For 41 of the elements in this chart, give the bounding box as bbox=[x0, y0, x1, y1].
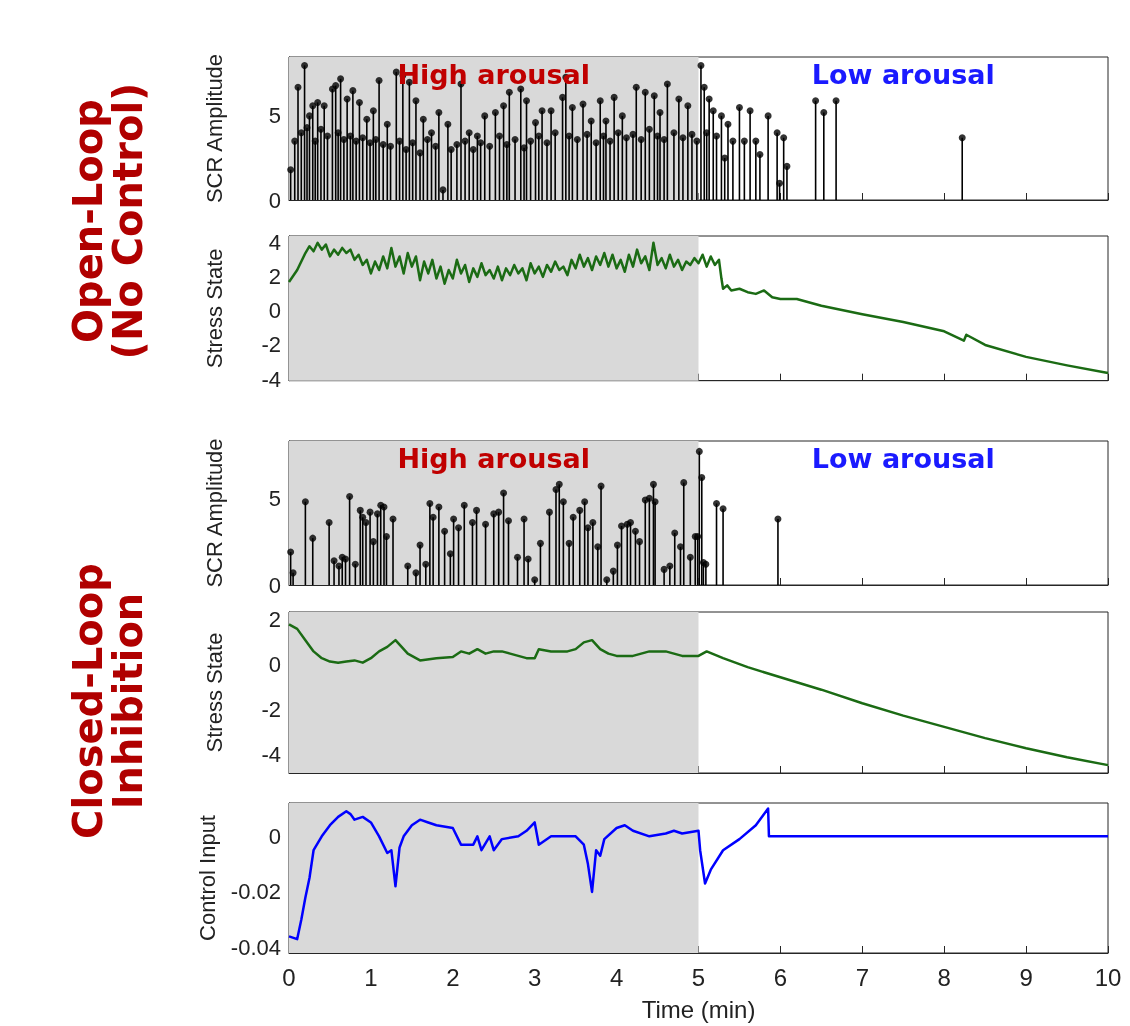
text: Open-Loop (No Control) bbox=[65, 81, 152, 361]
y-tick-label: 5 bbox=[268, 485, 281, 511]
annotation: High arousal bbox=[397, 59, 591, 90]
y-tick-label: -4 bbox=[261, 366, 281, 392]
y-tick-label: 5 bbox=[268, 103, 281, 129]
x-tick-label: 8 bbox=[937, 963, 951, 991]
x-tick-label: 1 bbox=[364, 963, 378, 991]
line-series bbox=[287, 241, 1110, 375]
x-tick-label: 2 bbox=[446, 963, 460, 991]
y-axis-title: Control Input bbox=[194, 815, 220, 941]
x-tick-label: 6 bbox=[773, 963, 788, 991]
y-tick-label: 0 bbox=[268, 572, 281, 598]
annotation: Low arousal bbox=[811, 59, 995, 90]
x-axis-title: Time (min) bbox=[641, 995, 756, 1023]
y-tick-label: 4 bbox=[268, 230, 281, 256]
y-tick-label: 2 bbox=[268, 607, 281, 633]
y-tick-label: -0.02 bbox=[230, 879, 281, 905]
y-tick-label: 2 bbox=[268, 264, 281, 290]
y-axis-title: SCR Amplitude bbox=[202, 438, 227, 588]
x-tick-label: 10 bbox=[1094, 963, 1122, 991]
line-series bbox=[287, 807, 1110, 941]
y-tick-label: 0 bbox=[268, 652, 281, 678]
y-tick-label: -4 bbox=[261, 742, 281, 768]
x-tick-label: 9 bbox=[1019, 963, 1033, 991]
y-tick-label: 0 bbox=[268, 298, 281, 324]
text: Closed-Loop Inhibition bbox=[65, 561, 152, 841]
y-tick-label: -0.04 bbox=[230, 934, 281, 960]
x-tick-label: 7 bbox=[855, 963, 869, 991]
y-axis-title: SCR Amplitude bbox=[202, 53, 227, 204]
x-tick-label: 5 bbox=[691, 963, 706, 991]
y-axis-title: Stress State bbox=[202, 632, 227, 753]
x-tick-label: 4 bbox=[609, 963, 624, 991]
x-tick-label: 3 bbox=[528, 963, 542, 991]
annotation: Low arousal bbox=[811, 443, 995, 474]
y-axis-title: Stress State bbox=[202, 248, 227, 369]
y-tick-label: 0 bbox=[268, 187, 281, 213]
y-tick-label: -2 bbox=[261, 332, 281, 358]
y-tick-label: 0 bbox=[268, 823, 281, 849]
y-tick-label: -2 bbox=[261, 697, 281, 723]
line-series bbox=[287, 623, 1110, 767]
annotation: High arousal bbox=[397, 443, 591, 474]
